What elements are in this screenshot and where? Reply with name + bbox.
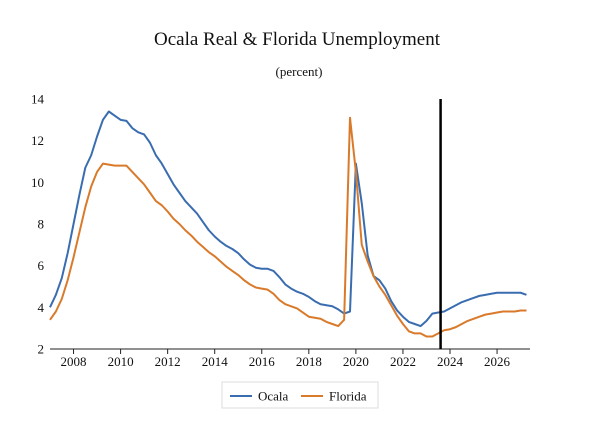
x-tick-label: 2014 xyxy=(202,354,229,369)
x-tick-label: 2024 xyxy=(437,354,464,369)
legend-label-ocala: Ocala xyxy=(258,389,289,404)
x-tick-label: 2010 xyxy=(108,354,134,369)
legend-label-florida: Florida xyxy=(329,389,367,404)
y-axis: 2 4 6 8 10 12 14 xyxy=(31,92,45,357)
chart-title: Ocala Real & Florida Unemployment xyxy=(154,29,441,50)
x-tick-label: 2012 xyxy=(155,354,181,369)
y-tick-label: 4 xyxy=(38,300,45,315)
y-tick-label: 6 xyxy=(38,258,45,273)
y-tick-label: 14 xyxy=(31,92,45,107)
y-tick-label: 2 xyxy=(38,342,45,357)
series-layer xyxy=(49,110,527,338)
x-tick-label: 2008 xyxy=(61,354,87,369)
chart-subtitle: (percent) xyxy=(276,64,323,79)
series-line-florida xyxy=(49,116,527,338)
y-tick-label: 8 xyxy=(38,217,45,232)
y-tick-label: 12 xyxy=(31,133,44,148)
x-axis: 2008 2010 2012 2014 2016 2018 2020 2022 2024 2026 xyxy=(50,348,530,369)
legend: Ocala Florida xyxy=(221,381,379,409)
y-tick-label: 10 xyxy=(31,175,44,190)
x-tick-label: 2022 xyxy=(390,354,416,369)
x-tick-label: 2026 xyxy=(484,354,511,369)
series-line-ocala xyxy=(49,110,527,328)
x-tick-label: 2016 xyxy=(249,354,276,369)
x-tick-label: 2018 xyxy=(296,354,322,369)
x-tick-label: 2020 xyxy=(343,354,369,369)
